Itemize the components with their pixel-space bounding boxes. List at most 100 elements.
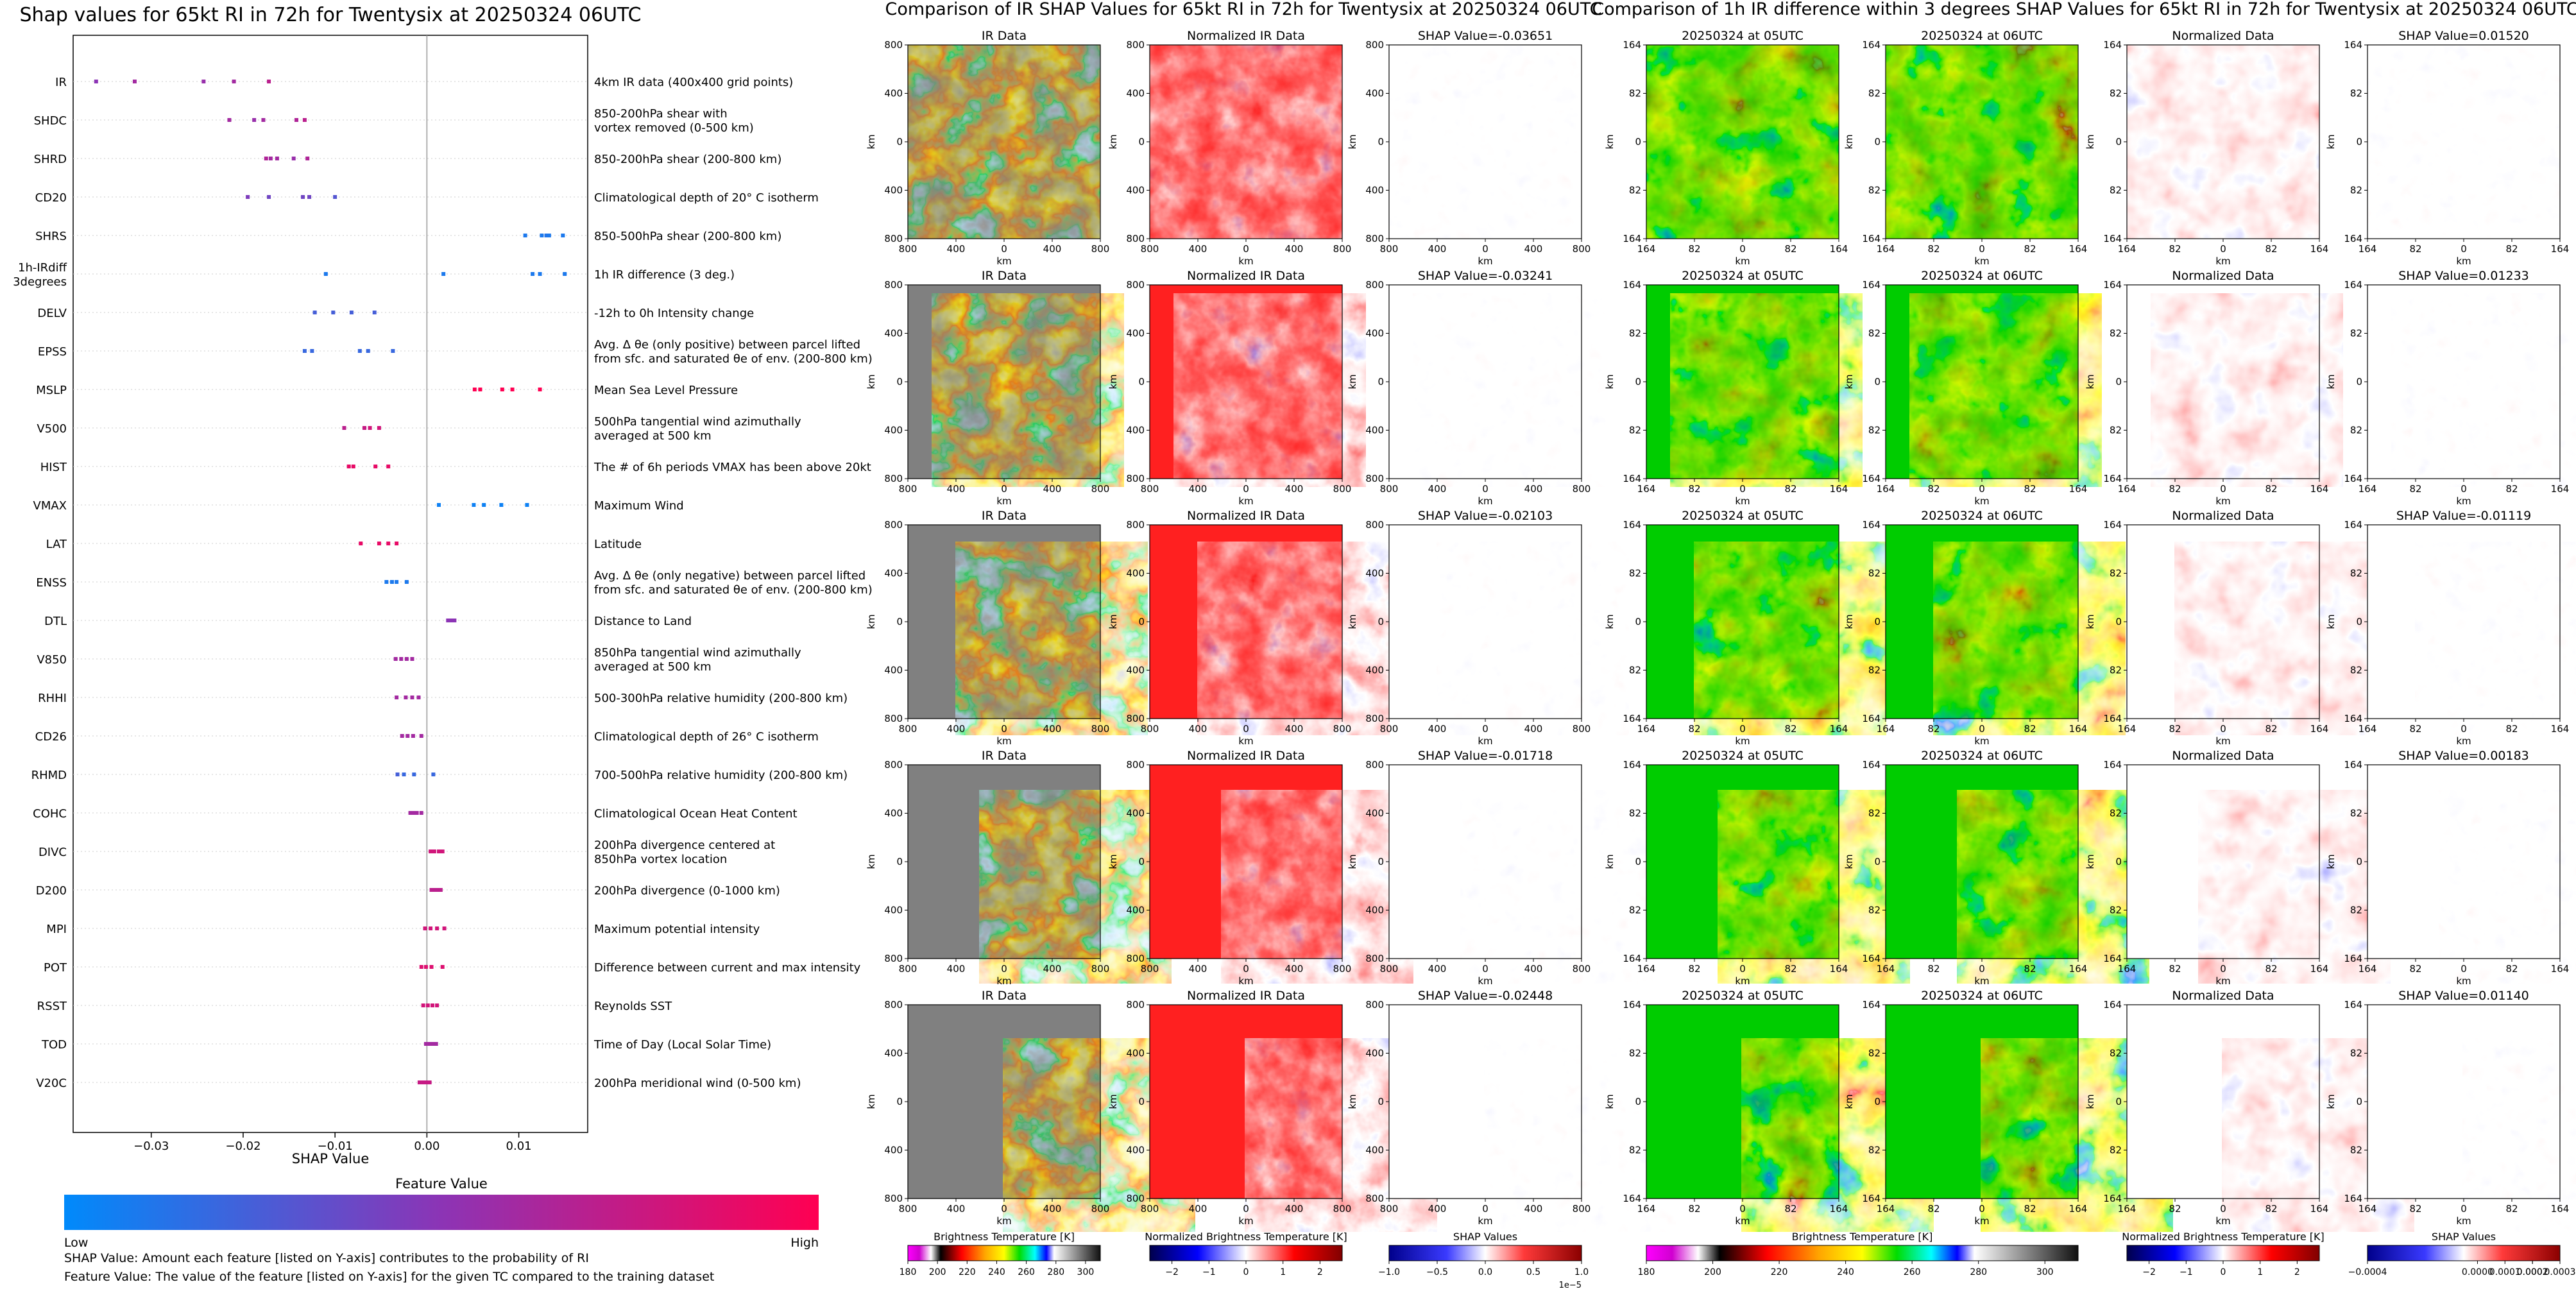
x-tick-label: 800 <box>1091 723 1110 735</box>
feature-description: 700-500hPa relative humidity (200-800 km… <box>594 769 848 782</box>
map-subplot: 20250324 at 06UTC 164 82 0 82 164 km 164 82 0 82 16… <box>1843 29 2087 267</box>
subplot-title: 20250324 at 05UTC <box>1682 29 1804 43</box>
y-axis-label: km <box>1604 614 1616 629</box>
y-tick-label: 800 <box>884 233 903 244</box>
y-tick-label: 0 <box>896 856 903 867</box>
y-tick-label: 800 <box>1126 1193 1145 1204</box>
x-tick-label: 0 <box>1739 723 1746 735</box>
y-axis-label: km <box>2085 854 2096 869</box>
x-tick-label: 164 <box>2310 1203 2329 1215</box>
feature-row: CD26 Climatological depth of 26° C isothe… <box>35 730 819 744</box>
shap-point <box>402 773 406 776</box>
y-tick-label: 400 <box>884 1145 903 1156</box>
shap-point <box>478 388 482 391</box>
shap-point <box>312 311 317 314</box>
shap-point <box>423 965 428 969</box>
colorbar-tick-label: 2 <box>2294 1267 2300 1277</box>
x-tick-label: 400 <box>1428 483 1447 495</box>
x-tick-label: 800 <box>899 723 917 735</box>
y-tick-label: 400 <box>1126 185 1145 196</box>
subplot-title: IR Data <box>982 29 1027 43</box>
x-tick-label: 164 <box>1830 1203 1848 1215</box>
colorbar-tick-label: −1 <box>2179 1267 2193 1277</box>
x-tick-label: 164 <box>2118 1203 2137 1215</box>
feature-row: POT Difference between current and max in… <box>44 961 861 975</box>
x-tick-label: 800 <box>1091 1203 1110 1215</box>
feature-description: -12h to 0h Intensity change <box>594 307 754 320</box>
y-tick-label: 800 <box>1126 713 1145 724</box>
x-tick-label: 0 <box>1482 1203 1488 1215</box>
y-tick-label: 164 <box>1862 999 1881 1011</box>
x-tick-label: 800 <box>1573 1203 1591 1215</box>
x-tick-label: 400 <box>1043 963 1062 975</box>
subplot-title: 20250324 at 05UTC <box>1682 269 1804 283</box>
shap-point <box>419 734 423 738</box>
feature-label: ENSS <box>36 576 67 590</box>
shap-point <box>419 811 423 815</box>
map-image <box>1886 45 2078 239</box>
x-tick-label: 800 <box>1380 1203 1399 1215</box>
colorbar-tick-label: 0.5 <box>1526 1267 1540 1277</box>
colorbar-tick-label: 220 <box>1771 1267 1788 1277</box>
shap-point <box>452 619 457 622</box>
colorbar-gradient <box>907 1245 1101 1261</box>
x-tick-label: 800 <box>1573 723 1591 735</box>
y-tick-label: 164 <box>1623 279 1641 291</box>
shap-point <box>425 1080 429 1084</box>
y-tick-label: 800 <box>1126 39 1145 51</box>
x-tick-label: 800 <box>1573 483 1591 495</box>
x-tick-label: 400 <box>1043 1203 1062 1215</box>
x-tick-label: 82 <box>2169 483 2181 495</box>
y-tick-label: 164 <box>2344 233 2362 244</box>
subplot-title: SHAP Value=-0.02448 <box>1418 989 1553 1003</box>
shap-point <box>294 118 299 122</box>
x-tick-label: 82 <box>2409 483 2421 495</box>
y-axis-label: km <box>1604 1094 1616 1109</box>
x-tick-label: 0 <box>2220 1203 2226 1215</box>
feature-label: RSST <box>37 1000 67 1013</box>
shap-point <box>442 926 447 930</box>
map-subplot: 20250324 at 06UTC 164 82 0 82 164 km 164 82 0 82 16… <box>1843 509 2126 747</box>
y-tick-label: 82 <box>1868 328 1881 339</box>
y-tick-label: 164 <box>1623 713 1641 724</box>
x-tick-label: 800 <box>899 963 917 975</box>
map-subplot: 20250324 at 06UTC 164 82 0 82 164 km 164 82 0 82 16… <box>1843 749 2149 987</box>
shap-point <box>404 696 408 699</box>
map-image <box>2439 790 2576 984</box>
feature-row: ENSS Avg. Δ θe (only negative) between pa… <box>36 569 873 597</box>
y-tick-label: 0 <box>2115 616 2122 627</box>
shap-point <box>377 542 381 545</box>
x-tick-label: 0 <box>2461 483 2467 495</box>
x-axis-label: km <box>1974 975 1989 987</box>
y-tick-label: 164 <box>2103 279 2122 291</box>
x-tick-label: 400 <box>1043 723 1062 735</box>
y-tick-label: 82 <box>2110 808 2122 819</box>
x-tick-label: 164 <box>1830 963 1848 975</box>
shap-point <box>389 580 394 584</box>
x-tick-label: 400 <box>1428 723 1447 735</box>
x-tick-label: 400 <box>1428 1203 1447 1215</box>
x-tick-label: 800 <box>1380 483 1399 495</box>
y-axis-label: km <box>1107 614 1119 629</box>
subplot-title: 20250324 at 06UTC <box>1921 269 2043 283</box>
colorbar-tick-label: 180 <box>900 1267 917 1277</box>
shap-point <box>414 811 419 815</box>
feature-description: Reynolds SST <box>594 1000 672 1013</box>
colorbar-tick-label: 0.0001 <box>2489 1267 2521 1277</box>
shap-point <box>523 234 527 237</box>
feature-label: MPI <box>46 923 67 936</box>
shap-point <box>538 388 542 391</box>
shap-point <box>472 388 477 391</box>
shap-point <box>411 734 415 738</box>
shap-point <box>441 272 446 276</box>
x-tick-label: 800 <box>899 483 917 495</box>
x-tick-label: 164 <box>2551 963 2570 975</box>
feature-label: CD26 <box>35 730 67 744</box>
map-image <box>1413 293 1605 487</box>
y-tick-label: 0 <box>1635 856 1641 867</box>
y-tick-label: 164 <box>1623 759 1641 771</box>
x-tick-label: 800 <box>899 1203 917 1215</box>
x-tick-label: 164 <box>2358 483 2377 495</box>
y-tick-label: 400 <box>1365 328 1384 339</box>
